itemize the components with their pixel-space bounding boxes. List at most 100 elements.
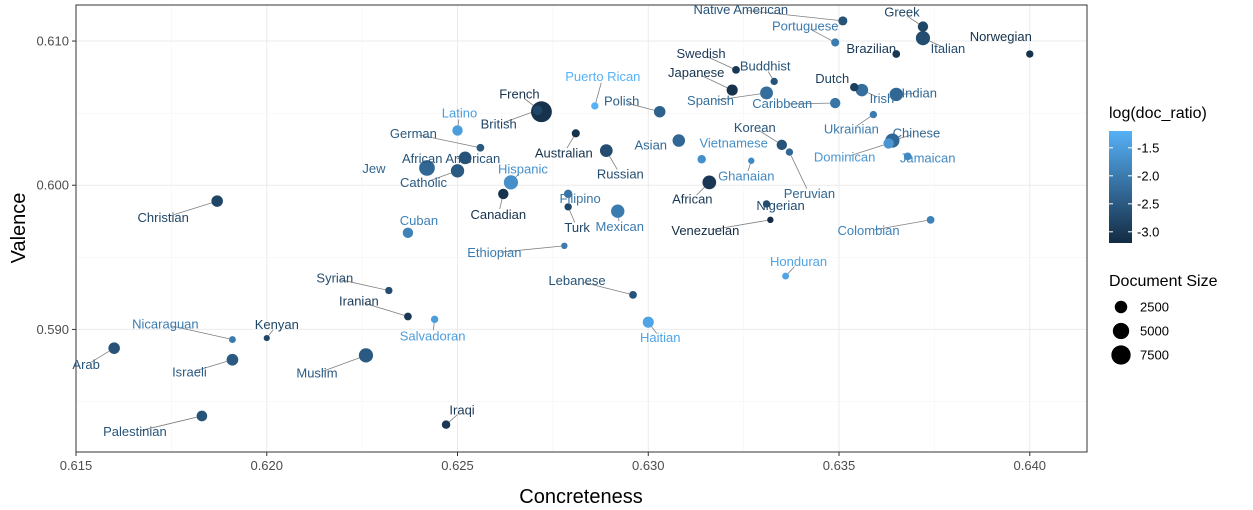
size-legend-items: 2500 5000 7500 bbox=[1111, 300, 1169, 365]
point-iraqi bbox=[441, 420, 451, 429]
point-greek bbox=[917, 21, 929, 32]
leader-line-australian bbox=[566, 136, 575, 149]
point-filipino bbox=[563, 189, 573, 199]
color-bar-tick-label: -2.5 bbox=[1137, 196, 1159, 211]
point-korean bbox=[776, 139, 787, 151]
point-hispanic bbox=[503, 175, 519, 190]
point-honduran bbox=[782, 272, 790, 280]
label-turk: Turk bbox=[564, 220, 590, 235]
point-jew bbox=[419, 160, 435, 176]
label-cuban: Cuban bbox=[400, 213, 438, 228]
label-colombian: Colombian bbox=[838, 223, 900, 238]
label-japanese: Japanese bbox=[668, 65, 724, 80]
label-arab: Arab bbox=[72, 357, 99, 372]
label-portuguese: Portuguese bbox=[772, 18, 839, 33]
leader-line-spanish bbox=[716, 93, 761, 101]
leader-line-kenyan bbox=[268, 329, 274, 336]
x-tick-label: 0.625 bbox=[441, 458, 474, 473]
point-label-layer: French Jew Italian Chinese Hispanic Muslim Afr… bbox=[72, 2, 1031, 439]
x-tick-label: 0.635 bbox=[823, 458, 856, 473]
label-caribbean: Caribbean bbox=[752, 96, 812, 111]
point-canadian bbox=[498, 188, 509, 200]
leader-line-african bbox=[696, 186, 705, 196]
point-spanish bbox=[760, 86, 773, 100]
point-italian bbox=[915, 31, 931, 46]
point-venezuelan bbox=[767, 216, 774, 224]
x-axis-title: Concreteness bbox=[519, 486, 642, 508]
leader-line-portuguese bbox=[810, 28, 832, 41]
label-swedish: Swedish bbox=[676, 46, 725, 61]
label-australian: Australian bbox=[535, 145, 593, 160]
leader-line-ethiopian bbox=[500, 245, 562, 253]
leader-line-turk bbox=[569, 210, 576, 223]
label-vietnamese: Vietnamese bbox=[699, 135, 767, 150]
label-kenyan: Kenyan bbox=[255, 317, 299, 332]
color-bar bbox=[1109, 131, 1132, 243]
label-nigerian: Nigerian bbox=[756, 198, 804, 213]
leader-line-arab bbox=[91, 350, 110, 363]
point-ethiopian bbox=[561, 242, 568, 250]
leader-line-hispanic bbox=[515, 173, 520, 178]
leader-line-iranian bbox=[364, 302, 405, 316]
label-peruvian: Peruvian bbox=[784, 186, 835, 201]
leader-line-venezuelan bbox=[711, 219, 768, 231]
label-israeli: Israeli bbox=[172, 365, 207, 380]
label-lebanese: Lebanese bbox=[548, 273, 605, 288]
point-layer bbox=[108, 16, 1034, 429]
label-chinese: Chinese bbox=[893, 126, 941, 141]
label-german: German bbox=[390, 126, 437, 141]
point-portuguese bbox=[831, 38, 840, 47]
label-greek: Greek bbox=[884, 5, 920, 20]
point-colombian bbox=[926, 215, 935, 224]
leader-line-christian bbox=[168, 202, 212, 217]
leader-line-lebanese bbox=[582, 281, 630, 295]
label-palestinian: Palestinian bbox=[103, 424, 167, 439]
y-tick-label: 0.590 bbox=[36, 322, 69, 337]
label-muslim: Muslim bbox=[296, 365, 337, 380]
leader-line-iraqi bbox=[448, 414, 458, 423]
color-legend: log(doc_ratio) -1.5 -2.0 -2.5 -3.0 bbox=[1109, 105, 1207, 243]
label-brazilian: Brazilian bbox=[846, 41, 896, 56]
point-haitian bbox=[642, 316, 654, 328]
x-tick-label: 0.620 bbox=[250, 458, 283, 473]
label-filipino: Filipino bbox=[560, 191, 601, 206]
point-puerto-rican bbox=[591, 102, 599, 110]
label-latino: Latino bbox=[442, 105, 477, 120]
leader-line-german bbox=[419, 134, 477, 148]
point-lebanese bbox=[629, 290, 637, 299]
plot-panel-border bbox=[75, 4, 1088, 453]
point-norwegian bbox=[1026, 50, 1034, 58]
point-israeli bbox=[226, 353, 239, 366]
label-native-american: Native American bbox=[694, 2, 789, 17]
x-tick-label: 0.615 bbox=[60, 458, 93, 473]
leader-line-honduran bbox=[787, 266, 795, 274]
point-african-american bbox=[458, 151, 472, 165]
point-turk bbox=[564, 203, 572, 211]
size-legend-dot bbox=[1112, 322, 1130, 340]
point-indian bbox=[889, 87, 903, 102]
label-ghanaian: Ghanaian bbox=[718, 169, 774, 184]
point-buddhist bbox=[770, 77, 778, 86]
leader-line-colombian bbox=[874, 220, 927, 231]
label-buddhist: Buddhist bbox=[740, 58, 791, 73]
leader-line-japanese bbox=[701, 75, 728, 89]
label-ethiopian: Ethiopian bbox=[467, 245, 521, 260]
point-caribbean bbox=[830, 97, 841, 109]
point-japanese bbox=[726, 84, 738, 96]
point-brazilian bbox=[892, 50, 901, 58]
leader-line-greek bbox=[906, 15, 919, 25]
label-korean: Korean bbox=[734, 120, 776, 135]
leader-line-dominican bbox=[850, 144, 884, 156]
point-australian bbox=[571, 129, 580, 138]
label-haitian: Haitian bbox=[640, 330, 680, 345]
label-french: French bbox=[499, 87, 539, 102]
leader-line-salvadoran bbox=[432, 322, 435, 331]
leader-line-british bbox=[504, 111, 534, 123]
point-asian bbox=[672, 134, 686, 147]
label-salvadoran: Salvadoran bbox=[400, 328, 466, 343]
label-ukrainian: Ukrainian bbox=[824, 122, 879, 137]
leader-line-french bbox=[523, 98, 534, 106]
label-mexican: Mexican bbox=[596, 219, 644, 234]
point-latino bbox=[452, 125, 463, 136]
